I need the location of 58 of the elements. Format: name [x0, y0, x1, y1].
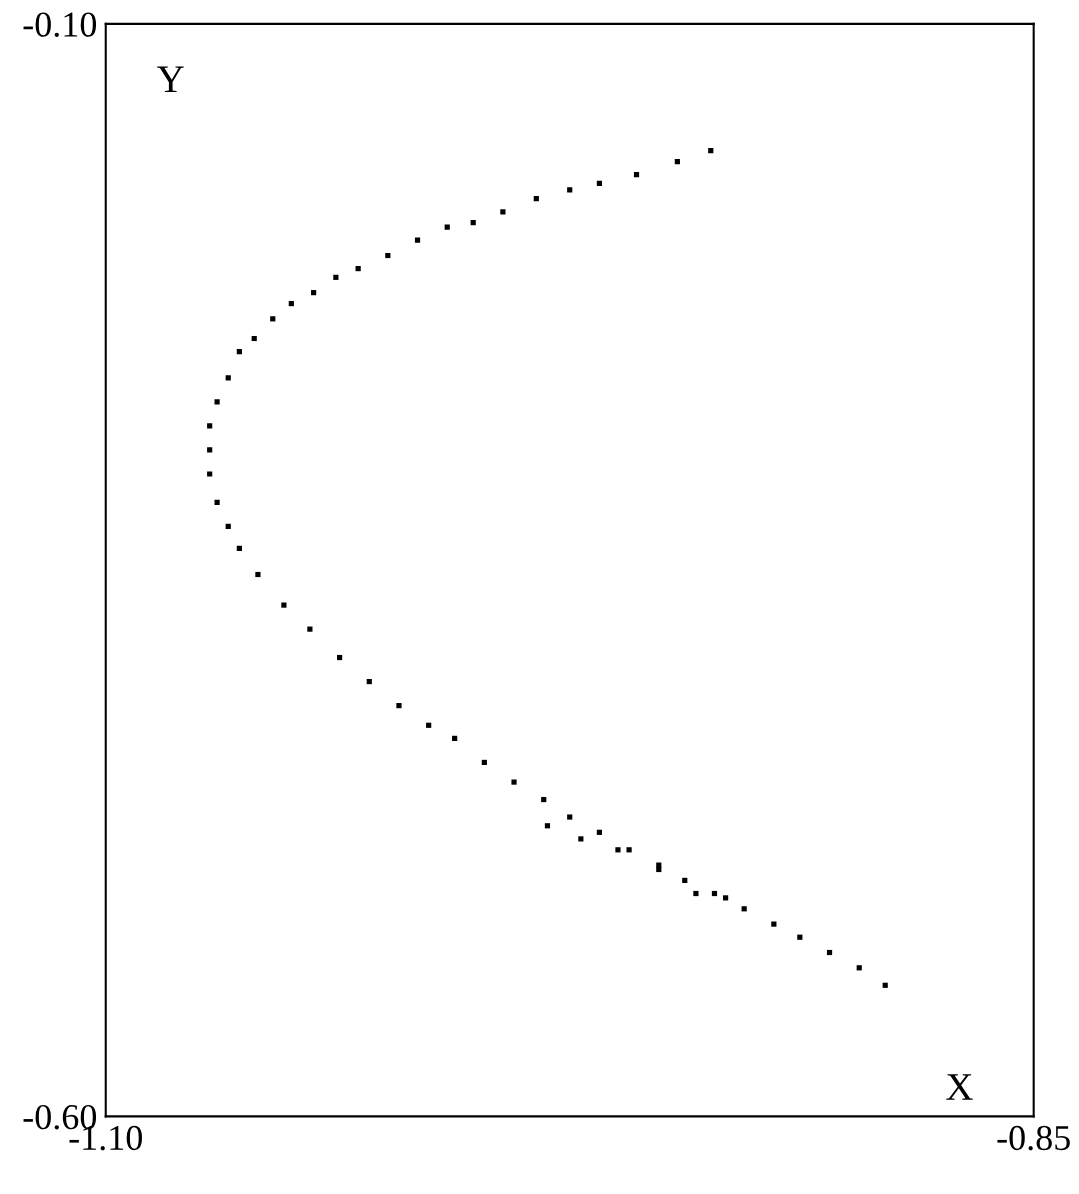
point	[336, 654, 343, 661]
x-tick-label: -0.85	[997, 1125, 1070, 1151]
point	[633, 172, 640, 178]
point	[366, 678, 372, 685]
y-tick-label: -0.10	[23, 12, 97, 37]
point	[797, 934, 803, 940]
point	[414, 237, 421, 243]
point	[444, 224, 450, 230]
point	[355, 266, 361, 272]
point	[270, 316, 276, 322]
point	[711, 890, 718, 897]
point	[288, 300, 294, 307]
point	[307, 626, 313, 632]
point	[255, 571, 261, 578]
point	[481, 759, 487, 766]
point	[615, 847, 621, 853]
point	[682, 877, 688, 884]
y-axis-title: Y	[157, 66, 184, 93]
point	[656, 866, 662, 873]
point	[567, 814, 573, 820]
point	[596, 829, 602, 835]
point	[207, 447, 213, 453]
point	[426, 722, 432, 728]
point	[207, 423, 213, 429]
point	[578, 836, 584, 842]
point	[236, 349, 242, 355]
point	[882, 982, 888, 988]
point	[385, 252, 391, 259]
point	[741, 906, 747, 912]
point	[500, 209, 506, 215]
point	[225, 375, 231, 381]
point	[674, 158, 680, 165]
point	[626, 847, 632, 853]
point	[533, 196, 539, 202]
x-axis-title: X	[946, 1074, 973, 1100]
point	[214, 399, 220, 405]
point	[541, 796, 547, 803]
point	[470, 220, 476, 226]
point	[207, 471, 213, 477]
point	[856, 965, 862, 971]
point	[708, 148, 714, 154]
point	[567, 187, 573, 193]
point	[511, 779, 517, 785]
point	[693, 890, 699, 897]
point	[596, 180, 602, 186]
point	[281, 602, 287, 608]
point	[396, 703, 402, 709]
point	[236, 545, 242, 551]
point	[452, 735, 458, 741]
point	[251, 335, 257, 342]
point	[723, 895, 729, 901]
point	[544, 823, 551, 829]
point	[771, 921, 777, 927]
point	[333, 274, 339, 280]
point	[225, 523, 231, 530]
point	[214, 499, 220, 505]
point	[826, 949, 833, 956]
point	[311, 290, 317, 296]
